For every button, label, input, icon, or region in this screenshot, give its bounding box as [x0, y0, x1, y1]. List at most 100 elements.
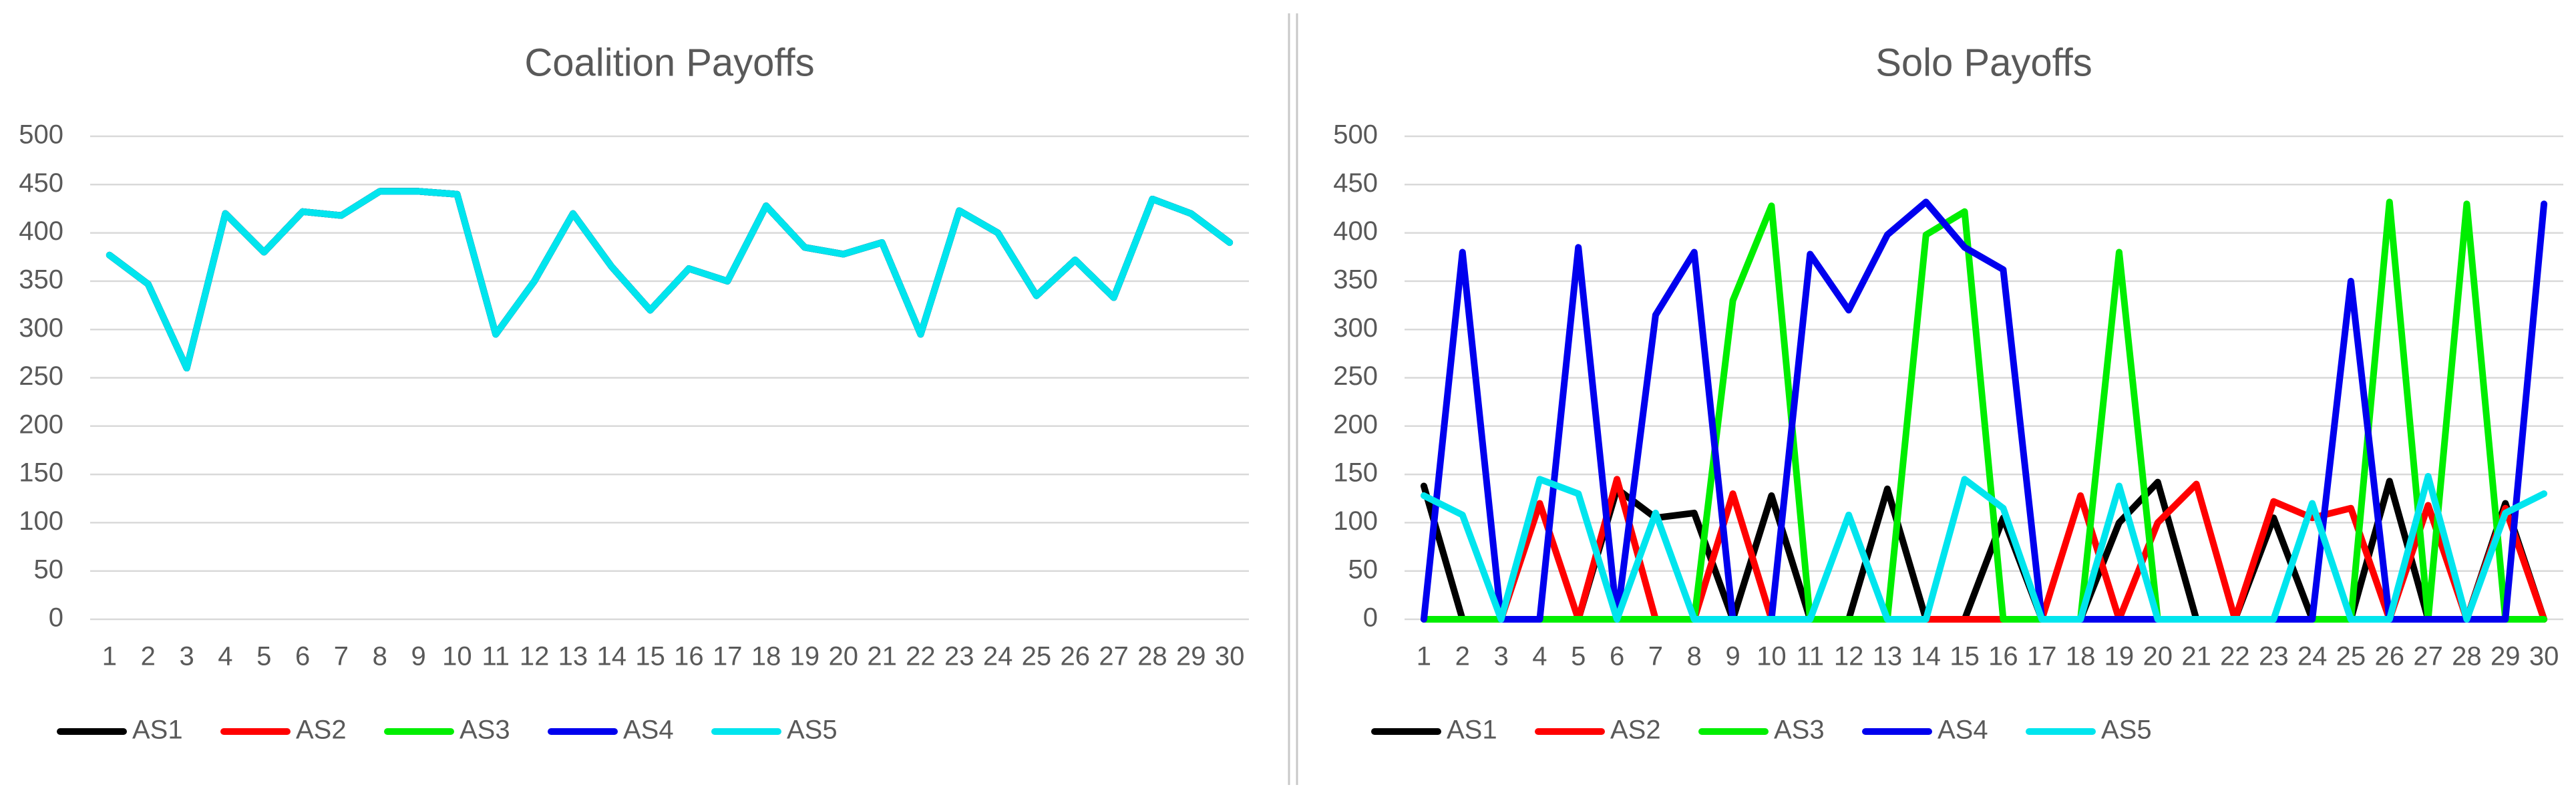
x-tick-label: 20	[829, 642, 859, 671]
y-tick-label: 150	[1333, 458, 1378, 488]
x-tick-label: 20	[2143, 642, 2173, 671]
x-tick-label: 10	[1757, 642, 1787, 671]
x-tick-label: 17	[713, 642, 743, 671]
y-tick-label: 200	[19, 410, 63, 439]
y-tick-label: 100	[19, 506, 63, 536]
x-tick-label: 22	[2220, 642, 2250, 671]
x-tick-label: 17	[2027, 642, 2057, 671]
x-tick-label: 22	[906, 642, 936, 671]
y-tick-label: 500	[1333, 120, 1378, 150]
y-tick-label: 350	[19, 265, 63, 294]
y-tick-label: 300	[1333, 313, 1378, 343]
y-tick-label: 0	[49, 603, 63, 633]
series-line	[1420, 198, 2548, 623]
x-tick-label: 21	[867, 642, 897, 671]
x-tick-label: 18	[751, 642, 781, 671]
x-tick-label: 12	[520, 642, 550, 671]
y-tick-label: 0	[1363, 603, 1378, 633]
x-tick-label: 3	[1493, 642, 1508, 671]
legend-label: AS5	[2101, 715, 2152, 745]
x-tick-label: 18	[2066, 642, 2096, 671]
y-tick-label: 150	[19, 458, 63, 488]
x-tick-label: 16	[674, 642, 704, 671]
y-tick-label: 100	[1333, 506, 1378, 536]
x-tick-label: 14	[597, 642, 627, 671]
legend-label: AS3	[459, 715, 510, 745]
x-tick-label: 28	[1137, 642, 1167, 671]
chart-title: Solo Payoffs	[1875, 41, 2092, 84]
x-tick-label: 7	[334, 642, 349, 671]
y-tick-label: 400	[19, 216, 63, 246]
x-tick-label: 1	[102, 642, 117, 671]
x-tick-label: 12	[1834, 642, 1864, 671]
series-line	[106, 188, 1234, 372]
y-tick-label: 250	[19, 361, 63, 391]
y-tick-label: 400	[1333, 216, 1378, 246]
x-tick-label: 30	[1215, 642, 1245, 671]
x-tick-label: 2	[141, 642, 156, 671]
x-tick-label: 11	[482, 642, 510, 671]
x-tick-label: 28	[2452, 642, 2482, 671]
chart-title: Coalition Payoffs	[524, 41, 814, 84]
x-tick-label: 24	[983, 642, 1013, 671]
x-tick-label: 6	[1610, 642, 1624, 671]
x-tick-label: 29	[1176, 642, 1206, 671]
y-tick-label: 50	[1348, 554, 1378, 584]
x-tick-label: 15	[1950, 642, 1980, 671]
x-tick-label: 23	[944, 642, 974, 671]
x-tick-label: 14	[1911, 642, 1942, 671]
x-tick-label: 16	[1988, 642, 2018, 671]
x-tick-label: 4	[218, 642, 232, 671]
y-tick-label: 250	[1333, 361, 1378, 391]
x-tick-label: 19	[2104, 642, 2135, 671]
x-tick-label: 23	[2259, 642, 2289, 671]
x-tick-label: 13	[1873, 642, 1903, 671]
x-tick-label: 26	[1061, 642, 1091, 671]
y-tick-label: 200	[1333, 410, 1378, 439]
y-tick-label: 50	[34, 554, 64, 584]
legend-label: AS1	[1447, 715, 1497, 745]
x-tick-label: 25	[2336, 642, 2366, 671]
x-tick-label: 29	[2491, 642, 2521, 671]
legend-label: AS1	[132, 715, 183, 745]
x-tick-label: 2	[1455, 642, 1470, 671]
x-tick-label: 10	[442, 642, 472, 671]
x-tick-label: 9	[411, 642, 425, 671]
x-tick-label: 4	[1532, 642, 1547, 671]
y-tick-label: 350	[1333, 265, 1378, 294]
x-tick-label: 19	[790, 642, 820, 671]
x-tick-label: 8	[1687, 642, 1702, 671]
x-tick-label: 15	[635, 642, 665, 671]
x-tick-label: 1	[1417, 642, 1431, 671]
x-tick-label: 27	[1099, 642, 1129, 671]
legend-label: AS3	[1774, 715, 1825, 745]
x-tick-label: 13	[558, 642, 588, 671]
x-tick-label: 7	[1648, 642, 1663, 671]
x-tick-label: 26	[2375, 642, 2405, 671]
x-tick-label: 3	[179, 642, 194, 671]
legend-label: AS4	[1938, 715, 1988, 745]
legend-label: AS5	[787, 715, 838, 745]
y-tick-label: 500	[19, 120, 63, 150]
series-line	[1420, 472, 2548, 623]
x-tick-label: 6	[295, 642, 310, 671]
x-tick-label: 27	[2413, 642, 2443, 671]
x-tick-label: 8	[373, 642, 387, 671]
series-line	[1420, 198, 2548, 623]
y-tick-label: 300	[19, 313, 63, 343]
legend-label: AS2	[296, 715, 347, 745]
y-tick-label: 450	[1333, 168, 1378, 198]
x-tick-label: 25	[1022, 642, 1052, 671]
x-tick-label: 5	[1571, 642, 1586, 671]
chart: Coalition Payoffs 0 50 100 150 200 250 300 350 40…	[19, 41, 1249, 745]
legend-label: AS4	[623, 715, 674, 745]
x-tick-label: 9	[1725, 642, 1740, 671]
x-tick-label: 5	[256, 642, 271, 671]
legend-label: AS2	[1610, 715, 1661, 745]
chart: Solo Payoffs 0 50 100 150 200 250 300 350 400 450 5…	[1333, 41, 2563, 745]
x-tick-label: 11	[1796, 642, 1824, 671]
x-tick-label: 30	[2529, 642, 2559, 671]
x-tick-label: 21	[2181, 642, 2211, 671]
